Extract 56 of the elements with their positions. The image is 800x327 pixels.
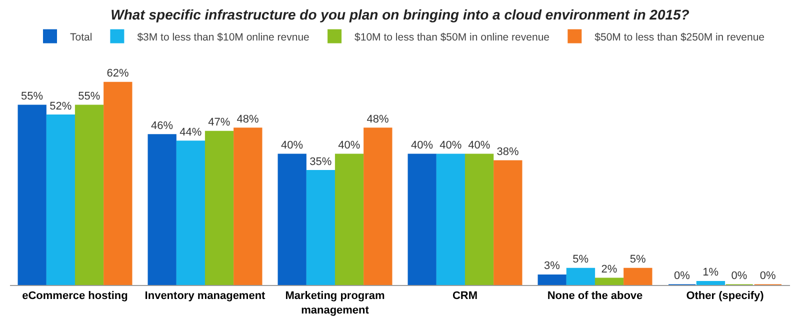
bar [18,104,46,285]
x-tick-label: CRM [452,290,478,302]
x-tick-label: Inventory management [144,290,266,302]
bar [204,130,234,285]
bar [234,128,262,285]
data-label: 55% [20,90,44,102]
data-label: 40% [468,139,490,152]
data-label: 35% [310,156,332,168]
bar [46,114,76,285]
bar [364,128,392,285]
data-label: 62% [106,68,130,80]
legend-label: Total [70,31,92,44]
data-label: 55% [78,90,100,102]
bar [176,140,206,285]
data-label: 40% [280,139,304,152]
bar [436,154,466,285]
x-tick-label: Other (specify) [686,290,764,302]
data-label: 0% [731,270,748,282]
data-label: 5% [630,254,646,266]
data-label: 5% [572,254,589,266]
legend-label: $3M to less than $10M online revnue [137,31,310,44]
data-label: 44% [180,126,202,138]
data-label: 48% [236,113,260,126]
data-label: 40% [410,139,434,152]
data-label: 48% [366,113,390,126]
bar [278,154,306,285]
bar [334,154,364,285]
x-tick-label: None of the above [547,290,643,302]
data-label: 40% [338,139,360,152]
data-label: 38% [496,146,520,158]
bar [494,160,522,285]
data-label: 3% [544,260,560,272]
bar [538,274,566,285]
bar [566,268,596,285]
legend-label: $50M to less than $250M in revenue [594,31,765,44]
data-label: 40% [440,139,462,152]
bar [464,154,494,285]
bar [408,154,436,285]
bar [696,280,726,285]
bar [594,278,624,285]
data-label: 47% [208,116,230,129]
data-label: 2% [601,263,618,276]
legend-label: $10M to less than $50M in online revenue [354,31,550,44]
data-label: 0% [674,270,690,282]
data-label: 0% [760,270,776,282]
bar [624,268,652,285]
bar [306,170,336,285]
bar [74,104,104,285]
x-tick-label: Marketing program management [285,290,386,316]
data-label: 52% [50,100,72,112]
chart-title: What specific infrastructure do you plan on bringing into a cloud environment in 2015? [110,6,690,23]
bar [104,82,132,285]
data-label: 1% [702,266,719,279]
bar [148,134,176,285]
data-label: 46% [150,120,174,132]
x-tick-label: eCommerce hosting [22,290,128,302]
